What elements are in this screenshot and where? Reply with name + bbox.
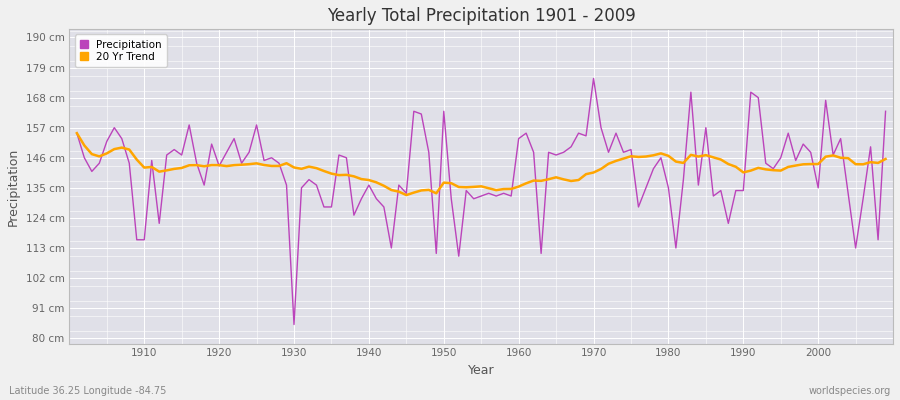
Line: Precipitation: Precipitation bbox=[76, 78, 886, 324]
20 Yr Trend bbox=[521, 181, 532, 186]
Precipitation bbox=[131, 237, 142, 242]
20 Yr Trend bbox=[296, 166, 307, 171]
Text: worldspecies.org: worldspecies.org bbox=[809, 386, 891, 396]
Text: Latitude 36.25 Longitude -84.75: Latitude 36.25 Longitude -84.75 bbox=[9, 386, 166, 396]
Precipitation bbox=[513, 136, 524, 141]
20 Yr Trend bbox=[610, 158, 621, 163]
Title: Yearly Total Precipitation 1901 - 2009: Yearly Total Precipitation 1901 - 2009 bbox=[327, 7, 635, 25]
20 Yr Trend bbox=[513, 184, 524, 189]
Precipitation bbox=[880, 109, 891, 114]
20 Yr Trend bbox=[400, 193, 411, 198]
Precipitation bbox=[521, 131, 532, 136]
Precipitation bbox=[303, 177, 314, 182]
Precipitation bbox=[348, 213, 359, 218]
20 Yr Trend bbox=[880, 156, 891, 161]
Precipitation bbox=[289, 322, 300, 327]
Precipitation bbox=[588, 76, 598, 81]
20 Yr Trend bbox=[341, 172, 352, 177]
Precipitation bbox=[618, 150, 629, 155]
20 Yr Trend bbox=[131, 157, 142, 162]
X-axis label: Year: Year bbox=[468, 364, 494, 377]
20 Yr Trend bbox=[71, 131, 82, 136]
Y-axis label: Precipitation: Precipitation bbox=[7, 147, 20, 226]
Precipitation bbox=[71, 131, 82, 136]
Legend: Precipitation, 20 Yr Trend: Precipitation, 20 Yr Trend bbox=[75, 34, 167, 67]
Line: 20 Yr Trend: 20 Yr Trend bbox=[76, 133, 886, 195]
